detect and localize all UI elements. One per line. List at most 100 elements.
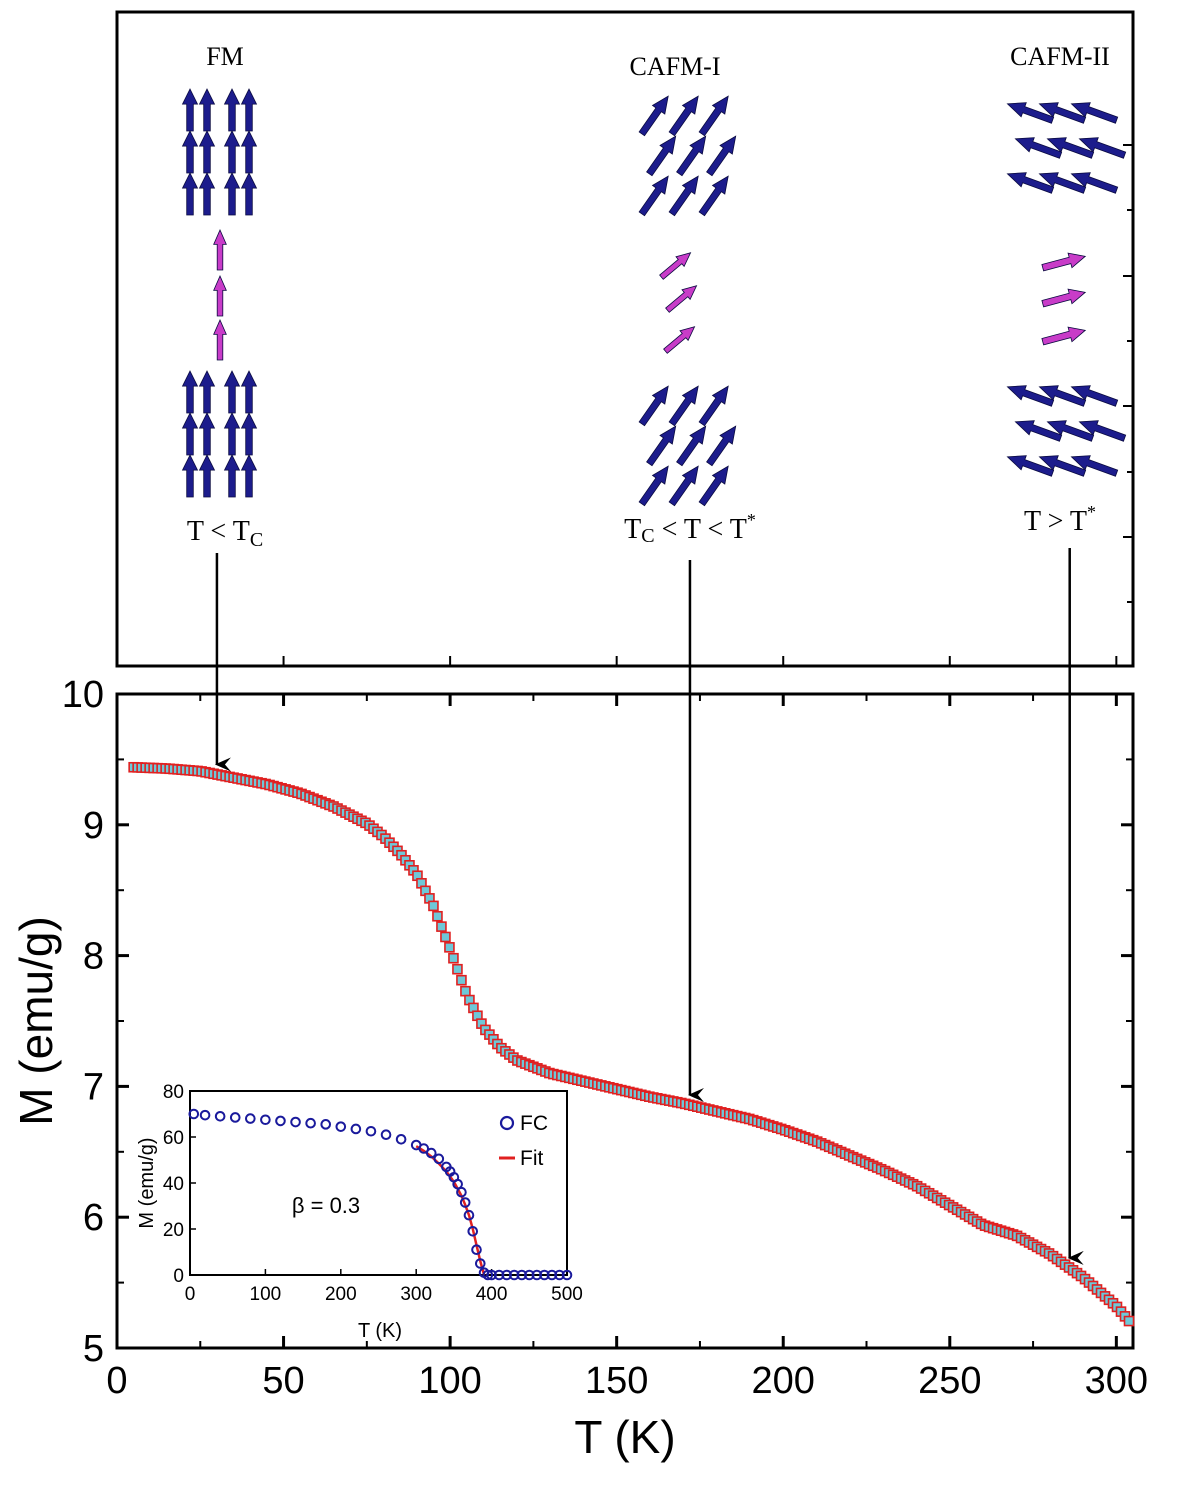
main-data-points: [128, 761, 1135, 1327]
spin-arrow: [1041, 288, 1087, 308]
spin-arrow: [638, 95, 669, 137]
inset-fc-point: [474, 1258, 486, 1269]
spin-arrow: [1070, 102, 1119, 124]
inset-fc-point: [467, 1226, 479, 1237]
spin-arrow: [181, 130, 199, 174]
cafm-i-middle-spin-column: [659, 252, 698, 354]
spin-arrow: [668, 385, 699, 427]
main-data-point: [432, 910, 443, 922]
spin-arrow: [213, 275, 227, 317]
spin-arrow: [223, 88, 241, 132]
inset-y-tick-label: 20: [163, 1220, 184, 1241]
spin-arrow: [676, 135, 707, 177]
spin-arrow: [1006, 102, 1055, 124]
phase-cafm-i-condition-sup: *: [747, 510, 756, 530]
spin-arrow: [181, 88, 199, 132]
spin-arrow: [198, 412, 216, 456]
phase-cafm-ii-condition-main: T > T: [1024, 506, 1087, 537]
main-data-point: [452, 963, 463, 975]
inset-chart: 0 100 200 300 400 500 0 20 40 60 80 T (K) M (emu/g…: [136, 1082, 583, 1342]
inset-fc-point: [335, 1121, 347, 1132]
cafm-ii-lower-spin-block: [1006, 385, 1127, 477]
main-y-tick-label: 7: [83, 1066, 104, 1108]
phase-cafm-i: CAFM-I TC < T < T*: [624, 52, 756, 547]
inset-fc-point: [486, 1269, 497, 1281]
inset-fc-point: [561, 1269, 573, 1281]
inset-fc-point: [516, 1269, 528, 1281]
spin-arrow: [1014, 137, 1063, 159]
phase-fm-condition: T < TC: [187, 516, 263, 551]
main-x-tick-label: 100: [418, 1360, 481, 1402]
fm-upper-spin-block: [181, 88, 258, 216]
main-data-point: [428, 900, 439, 912]
main-x-tick-label: 200: [752, 1360, 815, 1402]
inset-fc-point: [471, 1244, 482, 1255]
spin-arrow: [1038, 385, 1087, 407]
phase-cafm-ii-name: CAFM-II: [1010, 42, 1110, 71]
spin-arrow: [181, 172, 199, 216]
spin-arrow: [1041, 252, 1087, 272]
main-data-point: [444, 942, 455, 953]
schematic-frame: [115, 10, 1135, 668]
inset-fc-point: [395, 1134, 407, 1145]
inset-x-tick-label: 200: [325, 1284, 357, 1305]
spin-arrow: [1006, 455, 1055, 477]
main-y-tick-label: 6: [83, 1197, 104, 1239]
phase-cafm-ii-condition: T > T*: [1024, 502, 1096, 537]
cafm-ii-middle-spin-column: [1041, 252, 1087, 346]
inset-fc-point: [456, 1186, 467, 1198]
inset-x-tick-label: 500: [551, 1284, 583, 1305]
phase-cafm-i-name: CAFM-I: [629, 52, 720, 81]
spin-arrow: [1070, 385, 1119, 407]
inset-fc-point: [275, 1115, 286, 1127]
main-data-point: [460, 985, 471, 997]
inset-fc-point: [493, 1269, 505, 1281]
spin-arrow: [663, 326, 696, 354]
phase-cafm-i-condition: TC < T < T*: [624, 510, 756, 547]
spin-arrow: [240, 370, 258, 414]
spin-arrow: [223, 172, 241, 216]
main-x-tick-label: 300: [1085, 1360, 1148, 1402]
spin-arrow: [213, 319, 227, 361]
spin-arrow: [698, 175, 729, 217]
inset-fc-point: [531, 1269, 543, 1281]
inset-fc-point: [508, 1269, 520, 1281]
spin-arrow: [1038, 172, 1087, 194]
spin-arrow: [1046, 137, 1095, 159]
main-data-point: [440, 931, 451, 943]
inset-fc-point: [245, 1113, 256, 1124]
main-y-tick-label: 10: [62, 674, 104, 716]
main-y-tick-label: 9: [83, 805, 104, 847]
spin-arrow: [181, 454, 199, 498]
main-data-point: [456, 974, 467, 986]
inset-fc-point: [365, 1125, 377, 1137]
inset-fc-point: [452, 1178, 463, 1190]
inset-fc-point: [418, 1143, 430, 1154]
spin-arrow: [638, 175, 669, 217]
spin-arrow: [213, 229, 227, 271]
spin-arrow: [1014, 420, 1063, 442]
schematic-frame-ticks: [282, 144, 1133, 666]
inset-fc-point: [350, 1123, 362, 1135]
spin-arrow: [1078, 420, 1127, 442]
spin-arrow: [1070, 455, 1119, 477]
inset-tick-labels: 0 100 200 300 400 500 0 20 40 60 80: [163, 1082, 583, 1305]
phase-fm-name: FM: [206, 42, 244, 71]
inset-legend: FC Fit: [499, 1112, 548, 1170]
spin-arrow: [698, 385, 729, 427]
inset-x-tick-label: 400: [476, 1284, 508, 1305]
inset-fc-point: [554, 1269, 565, 1281]
inset-fc-point: [214, 1111, 226, 1122]
spin-arrow: [706, 135, 737, 177]
spin-arrow: [198, 454, 216, 498]
spin-arrow: [198, 88, 216, 132]
fm-middle-spin-column: [213, 229, 227, 361]
spin-arrow: [240, 130, 258, 174]
spin-arrow: [1006, 172, 1055, 194]
phase-cafm-i-condition-main: T: [624, 514, 641, 545]
inset-fc-point: [524, 1269, 535, 1281]
inset-fc-point: [290, 1116, 301, 1128]
spin-arrow: [698, 465, 729, 507]
